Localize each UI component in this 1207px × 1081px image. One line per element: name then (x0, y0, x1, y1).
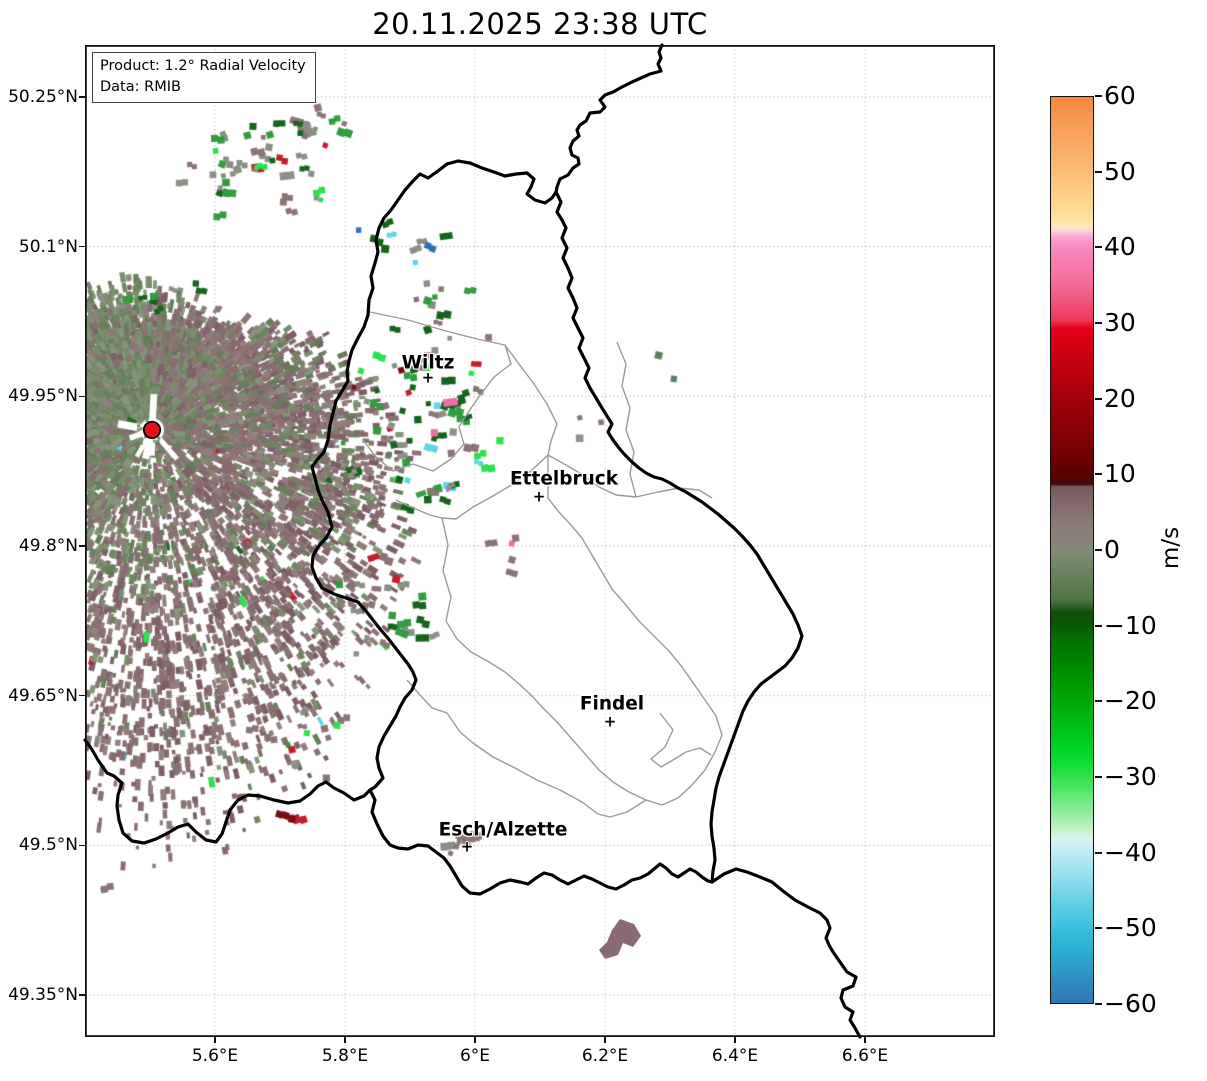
region-border (362, 311, 512, 472)
plot-title: 20.11.2025 23:38 UTC (372, 7, 708, 41)
axis-tick-mark (864, 1037, 866, 1043)
x-axis-tick-label: 6.2°E (581, 1046, 629, 1066)
region-border (395, 499, 443, 519)
x-axis-tick-label: 6.4°E (711, 1046, 759, 1066)
region-border (406, 679, 647, 818)
echo-blob (599, 919, 641, 959)
colorbar-tick-label: 20 (1104, 383, 1136, 413)
colorbar-tick-mark (1095, 95, 1102, 97)
colorbar-tick-label: 10 (1104, 459, 1136, 489)
radar-echo-layer (85, 45, 995, 1037)
colorbar-tick-mark (1095, 473, 1102, 476)
x-axis-tick-label: 6°E (459, 1046, 491, 1066)
axis-tick-mark (79, 994, 85, 996)
colorbar-tick-mark (1095, 1003, 1102, 1005)
y-axis-tick-label: 50.25°N (8, 86, 78, 107)
region-border (650, 712, 712, 768)
colorbar-tick-label: −20 (1104, 686, 1157, 716)
axis-tick-mark (79, 694, 85, 697)
axis-tick-mark (79, 545, 85, 547)
city-marker: + (460, 837, 474, 856)
colorbar-tick-mark (1095, 851, 1102, 854)
colorbar-tick-mark (1095, 624, 1102, 627)
colorbar-tick-mark (1095, 776, 1102, 778)
y-axis-tick-label: 50.1°N (18, 236, 78, 257)
city-label: Wiltz (401, 352, 455, 374)
colorbar-tick-label: −60 (1104, 988, 1157, 1018)
city-marker: + (603, 712, 617, 731)
axis-tick-mark (214, 1037, 216, 1043)
axis-tick-mark (79, 245, 85, 248)
region-border (616, 341, 637, 498)
city-marker: + (532, 487, 546, 506)
colorbar-tick-mark (1095, 170, 1102, 173)
colorbar-tick-mark (1095, 549, 1102, 551)
colorbar (1050, 96, 1094, 1004)
axes-spine (85, 45, 996, 1038)
axis-tick-mark (734, 1037, 736, 1043)
colorbar-tick-label: −10 (1104, 610, 1157, 640)
region-border (441, 454, 723, 806)
region-border (547, 454, 713, 499)
y-axis-tick-label: 49.5°N (18, 835, 78, 856)
colorbar-tick-label: 50 (1104, 156, 1136, 186)
axis-tick-mark (604, 1037, 606, 1043)
colorbar-tick-label: 30 (1104, 307, 1136, 337)
colorbar-tick-mark (1095, 397, 1102, 400)
country-border (554, 190, 804, 884)
colorbar-tick-label: 40 (1104, 232, 1136, 262)
colorbar-tick-label: −50 (1104, 913, 1157, 943)
country-border (554, 43, 664, 194)
y-axis-tick-label: 49.35°N (8, 985, 78, 1006)
region-border (504, 344, 558, 456)
country-border (368, 788, 714, 896)
country-border (83, 738, 372, 845)
colorbar-tick-mark (1095, 246, 1102, 249)
axis-tick-mark (79, 96, 85, 98)
product-line: Product: 1.2° Radial Velocity (100, 58, 306, 74)
city-marker: + (421, 368, 435, 387)
colorbar-tick-mark (1095, 927, 1102, 930)
axis-tick-mark (79, 395, 85, 397)
country-border (710, 867, 862, 1039)
radar-site-marker (142, 420, 162, 440)
axis-tick-mark (474, 1037, 476, 1043)
data-source-line: Data: RMIB (100, 79, 181, 96)
y-axis-tick-label: 49.8°N (18, 535, 78, 556)
country-border (445, 159, 558, 205)
colorbar-tick-label: −30 (1104, 761, 1157, 791)
city-label: Esch/Alzette (438, 819, 568, 841)
y-axis-tick-label: 49.65°N (8, 685, 78, 706)
city-label: Ettelbruck (510, 468, 619, 490)
map-plot: Product: 1.2° Radial Velocity Data: RMIB… (83, 43, 996, 1039)
colorbar-unit-label: m/s (1158, 526, 1184, 570)
y-axis-tick-label: 49.95°N (8, 386, 78, 407)
country-border (310, 162, 449, 792)
colorbar-tick-label: −40 (1104, 837, 1157, 867)
colorbar-tick-label: 0 (1104, 534, 1120, 564)
axis-tick-mark (79, 844, 85, 847)
axis-tick-mark (344, 1037, 346, 1043)
colorbar-tick-mark (1095, 322, 1102, 324)
colorbar-tick-label: 60 (1104, 80, 1136, 110)
city-label: Findel (579, 693, 645, 715)
colorbar-gradient (1051, 97, 1093, 1003)
x-axis-tick-label: 5.6°E (191, 1046, 239, 1066)
x-axis-tick-label: 5.8°E (321, 1046, 369, 1066)
colorbar-tick-mark (1095, 700, 1102, 703)
product-info-box: Product: 1.2° Radial Velocity Data: RMIB (92, 52, 316, 104)
border-layer (83, 43, 996, 1039)
x-axis-tick-label: 6.6°E (841, 1046, 889, 1066)
